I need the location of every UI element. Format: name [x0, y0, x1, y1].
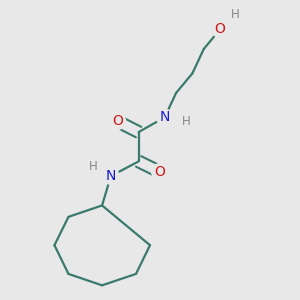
Circle shape: [178, 113, 194, 130]
Text: O: O: [154, 165, 165, 179]
Circle shape: [226, 7, 243, 23]
Circle shape: [157, 109, 173, 125]
Text: O: O: [215, 22, 226, 36]
Text: N: N: [106, 169, 116, 183]
Circle shape: [103, 168, 119, 184]
Text: H: H: [88, 160, 97, 173]
Circle shape: [152, 164, 168, 180]
Circle shape: [109, 113, 125, 130]
Circle shape: [85, 158, 101, 175]
Text: O: O: [112, 114, 123, 128]
Circle shape: [212, 21, 228, 38]
Text: H: H: [230, 8, 239, 21]
Text: N: N: [160, 110, 170, 124]
Text: H: H: [182, 115, 190, 128]
